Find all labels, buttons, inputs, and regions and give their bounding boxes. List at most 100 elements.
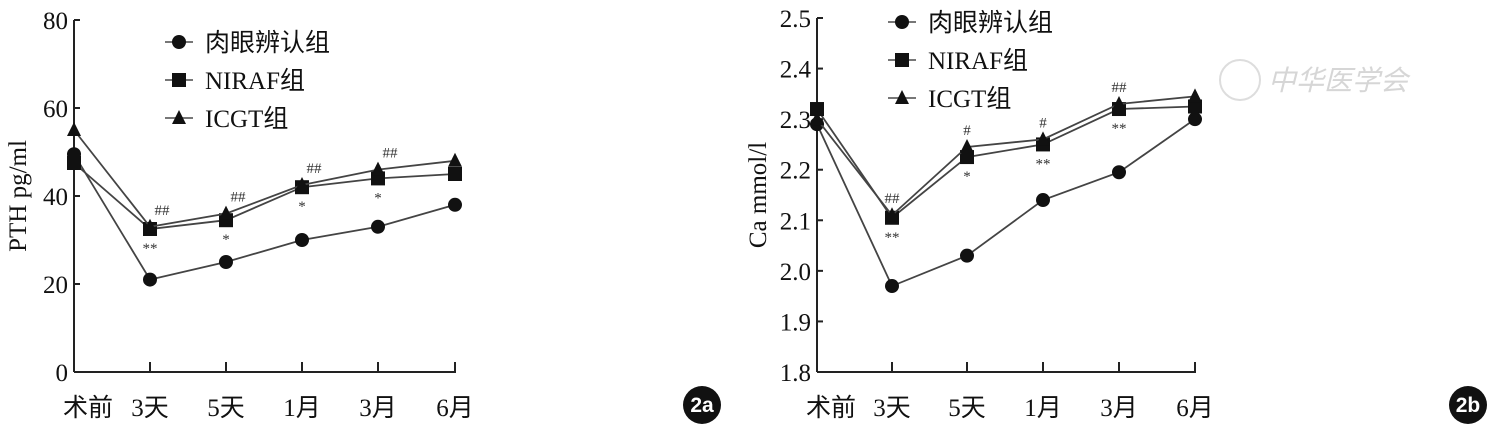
series-line bbox=[816, 118, 1196, 288]
x-tick-label: 3天 bbox=[131, 395, 169, 422]
legend-marker-triangle bbox=[172, 110, 186, 124]
watermark: 中华医学会 bbox=[1268, 66, 1411, 97]
data-point-circle bbox=[1112, 165, 1126, 180]
data-point-triangle bbox=[371, 161, 385, 176]
panel-label: 2a bbox=[690, 394, 714, 417]
series-line bbox=[816, 95, 1196, 217]
significance-below: ** bbox=[1036, 156, 1051, 172]
x-tick-label: 术前 bbox=[806, 394, 856, 422]
series-line bbox=[73, 129, 456, 228]
x-tick-label: 6月 bbox=[436, 395, 474, 422]
x-tick-label: 3月 bbox=[1100, 395, 1138, 422]
data-point-circle bbox=[885, 279, 899, 294]
y-tick-label: 2.4 bbox=[780, 57, 812, 84]
panel-label: 2b bbox=[1456, 394, 1481, 417]
data-point-triangle bbox=[448, 152, 462, 167]
x-tick-label: 1月 bbox=[283, 395, 321, 422]
panel-badge bbox=[1449, 386, 1487, 424]
legend-marker-triangle bbox=[895, 90, 909, 104]
series-line bbox=[816, 105, 1196, 220]
data-point-triangle bbox=[810, 111, 824, 126]
y-tick-label: 1.9 bbox=[780, 309, 811, 336]
legend-marker-square bbox=[895, 53, 909, 67]
x-tick-label: 3天 bbox=[873, 395, 911, 422]
y-tick-label: 2.0 bbox=[780, 259, 811, 286]
legend-label: 肉眼辨认组 bbox=[928, 9, 1053, 37]
data-point-circle bbox=[143, 272, 157, 287]
significance-above: ## bbox=[383, 146, 399, 162]
legend-label: ICGT组 bbox=[205, 105, 288, 133]
series-line bbox=[73, 162, 456, 230]
series-circle bbox=[67, 147, 462, 287]
y-tick-label: 0 bbox=[56, 360, 69, 387]
significance-below: ** bbox=[1112, 121, 1127, 137]
significance-above: ## bbox=[885, 191, 901, 207]
data-point-triangle bbox=[885, 207, 899, 222]
significance-above: ## bbox=[307, 161, 323, 177]
legend-label: ICGT组 bbox=[928, 85, 1011, 113]
significance-below: ** bbox=[143, 241, 158, 257]
y-tick-label: 2.3 bbox=[780, 107, 811, 134]
significance-below: ** bbox=[885, 230, 900, 246]
y-axis-label: Ca mmol/l bbox=[745, 142, 772, 248]
watermark-seal-icon bbox=[1219, 59, 1261, 101]
data-point-circle bbox=[960, 248, 974, 263]
data-point-square bbox=[448, 167, 462, 181]
y-axis-label: PTH pg/ml bbox=[5, 140, 32, 252]
data-point-circle bbox=[1188, 112, 1202, 127]
legend-label: NIRAF组 bbox=[928, 47, 1028, 75]
data-point-square bbox=[810, 102, 824, 117]
x-tick-label: 5天 bbox=[207, 395, 245, 422]
legend-marker-circle bbox=[895, 15, 909, 29]
y-tick-label: 60 bbox=[43, 96, 68, 123]
y-tick-label: 40 bbox=[43, 184, 68, 211]
data-point-square bbox=[1188, 99, 1202, 114]
legend-marker-square bbox=[172, 73, 186, 87]
data-point-triangle bbox=[143, 218, 157, 233]
significance-below: * bbox=[374, 190, 382, 206]
series-triangle bbox=[810, 88, 1202, 222]
data-point-triangle bbox=[1188, 88, 1202, 103]
data-point-triangle bbox=[295, 177, 309, 191]
legend-label: 肉眼辨认组 bbox=[205, 29, 330, 57]
data-point-triangle bbox=[960, 138, 974, 153]
data-point-triangle bbox=[1112, 95, 1126, 110]
legend-label: NIRAF组 bbox=[205, 67, 305, 95]
chart-panel-2b: 1.8 1.9 2.0 2.1 2.2 2.3 2.4 2.5 术前 3天 5天 1月 3月 6月 Ca m… bbox=[745, 6, 1487, 424]
y-tick-label: 20 bbox=[43, 272, 68, 299]
x-tick-label: 1月 bbox=[1024, 395, 1062, 422]
data-point-circle bbox=[371, 219, 385, 234]
significance-below: * bbox=[298, 199, 306, 215]
data-point-square bbox=[67, 156, 81, 170]
significance-above: ## bbox=[231, 190, 247, 206]
series-square bbox=[810, 99, 1202, 225]
data-point-circle bbox=[219, 255, 233, 269]
x-tick-label: 术前 bbox=[63, 394, 113, 422]
significance-above: # bbox=[963, 123, 971, 139]
significance-below: * bbox=[222, 232, 230, 248]
significance-above: # bbox=[1039, 115, 1047, 131]
y-tick-label: 2.1 bbox=[780, 208, 811, 235]
y-tick-label: 2.2 bbox=[780, 158, 811, 185]
series-triangle bbox=[67, 122, 462, 233]
series-line bbox=[73, 153, 456, 281]
x-tick-label: 6月 bbox=[1176, 395, 1214, 422]
legend-marker-circle bbox=[172, 35, 186, 49]
significance-below: * bbox=[963, 169, 971, 185]
significance-above: ## bbox=[1112, 80, 1128, 96]
data-point-triangle bbox=[219, 205, 233, 220]
y-tick-label: 80 bbox=[43, 8, 68, 35]
data-point-square bbox=[960, 150, 974, 165]
data-point-circle bbox=[1036, 193, 1050, 208]
series-circle bbox=[810, 112, 1202, 294]
data-point-circle bbox=[295, 233, 309, 247]
y-tick-label: 1.8 bbox=[780, 360, 811, 387]
y-tick-label: 2.5 bbox=[780, 6, 811, 33]
data-point-triangle bbox=[1036, 131, 1050, 146]
chart-panel-2a: 0 20 40 60 80 术前 3天 5天 1月 3月 6月 PTH pg/ml 肉眼辨认组 NIRAF… bbox=[5, 8, 721, 424]
significance-above: ## bbox=[155, 203, 171, 219]
x-tick-label: 5天 bbox=[948, 395, 986, 422]
data-point-triangle bbox=[67, 122, 81, 136]
x-tick-label: 3月 bbox=[359, 395, 397, 422]
